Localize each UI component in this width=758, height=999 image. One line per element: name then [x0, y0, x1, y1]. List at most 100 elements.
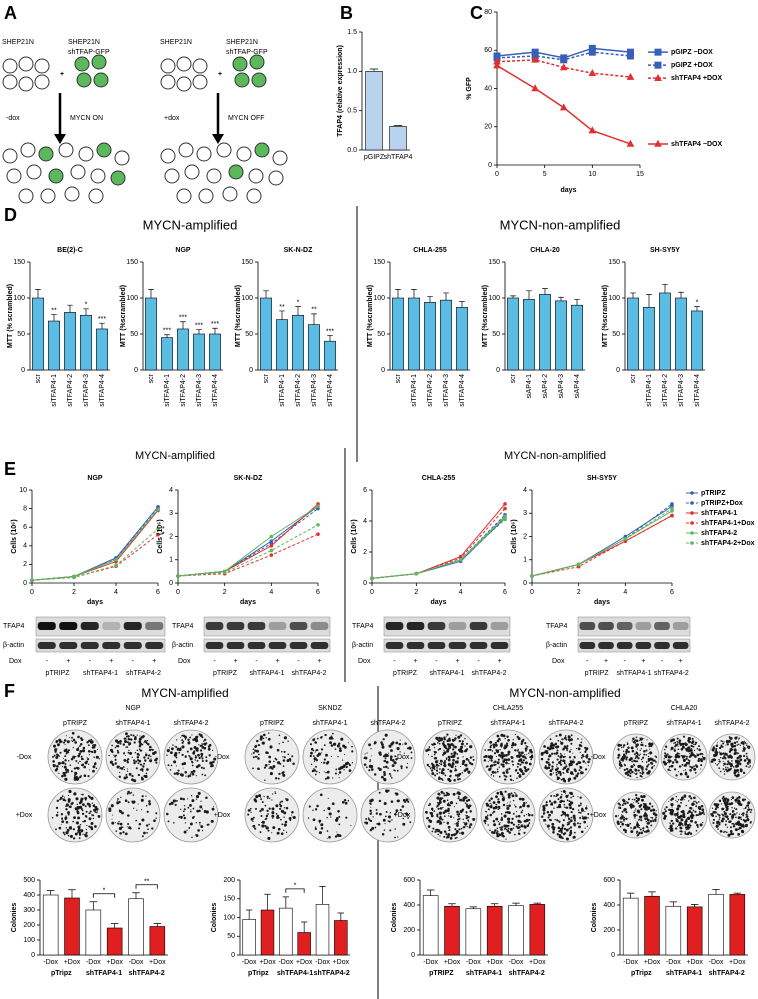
- colony: [59, 796, 63, 800]
- colony: [458, 739, 461, 743]
- y-tick-label: 1.5: [347, 29, 357, 36]
- colony: [669, 828, 673, 832]
- colony: [205, 759, 208, 763]
- colony: [195, 795, 200, 799]
- colony: [553, 826, 556, 829]
- colony: [572, 835, 576, 839]
- chart-title: CHLA-255: [413, 247, 447, 254]
- colony: [718, 814, 721, 817]
- colony: [289, 760, 292, 762]
- bar: [324, 340, 336, 371]
- colony: [401, 805, 405, 808]
- colony: [648, 745, 651, 748]
- colony: [381, 745, 385, 749]
- colony: [727, 818, 730, 821]
- colony: [129, 751, 133, 755]
- colony: [568, 777, 572, 781]
- colony: [76, 803, 79, 806]
- colony: [151, 827, 154, 830]
- colony: [183, 830, 187, 834]
- colony: [621, 804, 624, 807]
- colony: [120, 766, 122, 769]
- colony: [645, 825, 649, 828]
- colony: [564, 761, 566, 763]
- colony: [502, 794, 504, 796]
- error-bar: [196, 329, 202, 334]
- colony: [144, 774, 148, 779]
- y-tick-label: 40: [484, 85, 492, 92]
- colony: [642, 795, 646, 798]
- dox-sign: -: [132, 658, 135, 665]
- colony: [729, 829, 733, 833]
- colony: [72, 755, 76, 759]
- colony: [90, 796, 94, 800]
- colony: [81, 763, 85, 766]
- colony: [577, 772, 580, 775]
- significance: *: [85, 302, 88, 309]
- colony: [505, 828, 508, 831]
- colony: [506, 829, 510, 833]
- colony: [503, 746, 507, 750]
- x-tick-label: scr: [510, 373, 517, 383]
- colony: [332, 777, 334, 779]
- colony: [93, 808, 97, 812]
- colony: [514, 743, 517, 746]
- colony: [61, 774, 64, 778]
- colony: [575, 747, 578, 750]
- colony: [384, 757, 387, 760]
- colony: [498, 766, 500, 768]
- colony: [679, 830, 682, 833]
- colony: [133, 741, 136, 744]
- blot-group-label: shTFAP4-2: [126, 670, 161, 677]
- colony: [180, 773, 184, 777]
- colony: [496, 832, 499, 835]
- colony: [277, 827, 281, 831]
- colony: [136, 809, 138, 811]
- colony: [62, 771, 66, 775]
- colony: [369, 812, 372, 815]
- colony: [552, 831, 555, 834]
- colony: [516, 765, 519, 768]
- colony: [731, 817, 734, 820]
- colony: [133, 737, 137, 741]
- colony: [510, 792, 513, 795]
- colony: [388, 820, 391, 823]
- colony: [504, 737, 506, 740]
- colony: [678, 821, 682, 825]
- error-bar: [282, 896, 290, 909]
- colony: [371, 811, 373, 813]
- colony: [323, 744, 326, 747]
- colony: [675, 760, 679, 764]
- colony: [588, 757, 591, 761]
- colony: [684, 822, 688, 826]
- cell: [20, 142, 36, 158]
- colony: [452, 744, 455, 747]
- colony: [717, 742, 719, 744]
- colony: [695, 805, 698, 808]
- bar: [444, 905, 460, 956]
- colony: [640, 831, 643, 835]
- colony: [332, 732, 334, 735]
- x-tick-label: siTFAP4-1: [411, 374, 418, 407]
- colony: [519, 753, 522, 757]
- x-tick-label: scr: [35, 373, 42, 383]
- column-label: shTFAP4-2: [370, 720, 405, 727]
- colony: [517, 737, 521, 741]
- colony: [268, 760, 272, 764]
- colony: [185, 775, 187, 777]
- bar: [465, 908, 482, 956]
- colony: [371, 755, 373, 757]
- bar: [64, 897, 80, 956]
- error-bar: [448, 903, 456, 907]
- colony: [275, 813, 278, 815]
- colony: [437, 792, 441, 796]
- colony: [624, 831, 627, 834]
- colony: [487, 824, 489, 826]
- colony: [462, 761, 465, 764]
- blot-band: [205, 642, 224, 649]
- significance: **: [279, 304, 285, 311]
- colony: [88, 763, 90, 765]
- colony: [637, 764, 641, 768]
- bar: [729, 894, 746, 956]
- colony: [556, 770, 559, 773]
